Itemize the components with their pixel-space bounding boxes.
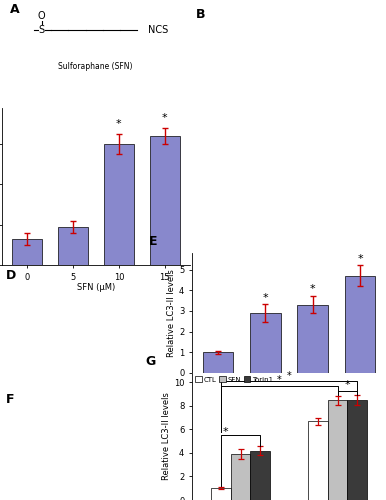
- Text: B: B: [196, 8, 205, 20]
- Bar: [250, 450, 269, 500]
- Bar: [212, 488, 231, 500]
- Y-axis label: Relative LC3-II levels: Relative LC3-II levels: [162, 392, 171, 480]
- Text: *: *: [262, 292, 268, 302]
- Bar: [203, 352, 234, 373]
- Bar: [250, 313, 281, 373]
- Text: *: *: [116, 119, 122, 129]
- Text: Sulforaphane (SFN): Sulforaphane (SFN): [58, 62, 132, 72]
- Text: NCS: NCS: [148, 25, 168, 35]
- Bar: [347, 400, 367, 500]
- Text: D: D: [6, 269, 16, 282]
- Text: *: *: [357, 254, 363, 264]
- Legend: CTL, SFN, Torin1: CTL, SFN, Torin1: [195, 376, 274, 382]
- X-axis label: SFN (μM): SFN (μM): [77, 283, 115, 292]
- Bar: [150, 136, 179, 265]
- Text: S: S: [39, 25, 45, 35]
- Bar: [231, 454, 250, 500]
- Bar: [297, 304, 328, 373]
- Text: A: A: [10, 3, 19, 16]
- Text: *: *: [277, 376, 282, 386]
- Bar: [345, 276, 375, 373]
- Bar: [328, 400, 347, 500]
- Text: *: *: [223, 426, 229, 436]
- Text: E: E: [149, 235, 158, 248]
- Text: O: O: [38, 11, 46, 21]
- X-axis label: SFN (h): SFN (h): [274, 391, 305, 400]
- Text: *: *: [344, 380, 350, 390]
- Bar: [308, 421, 328, 500]
- Y-axis label: Relative LC3-II levels: Relative LC3-II levels: [167, 269, 176, 357]
- Text: O: O: [38, 11, 46, 21]
- Text: S: S: [39, 25, 45, 35]
- Text: *: *: [287, 370, 291, 380]
- Text: *: *: [162, 113, 168, 123]
- Bar: [12, 239, 42, 265]
- Text: G: G: [146, 355, 156, 368]
- Text: F: F: [6, 394, 14, 406]
- Text: *: *: [310, 284, 315, 294]
- Bar: [104, 144, 134, 265]
- Bar: [58, 227, 88, 265]
